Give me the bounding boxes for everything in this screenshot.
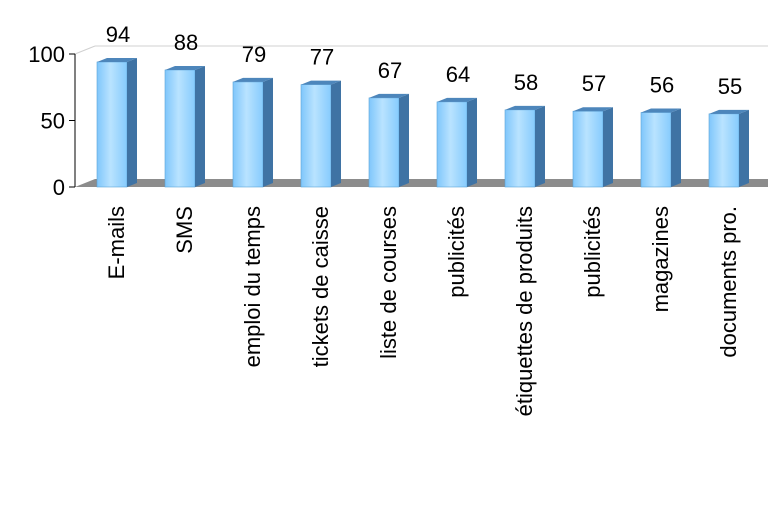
bar-top [165,65,205,70]
data-label: 79 [242,42,266,67]
bar [640,108,681,188]
bars [96,57,749,188]
x-tick-label: SMS [172,206,197,254]
data-labels: 94 88 79 77 67 64 58 57 56 55 [106,22,742,99]
bar [504,105,545,188]
y-tick-label: 50 [41,109,65,134]
data-label: 77 [310,45,334,70]
bar-side [127,57,137,188]
bar-top [641,108,681,113]
bar [300,80,341,188]
bar [164,65,205,188]
bar-top [437,97,477,102]
x-tick-label: publicités [580,206,605,298]
bar-front [232,81,264,188]
y-axis: 0 50 100 [28,42,76,200]
bar-side [603,107,613,187]
data-label: 57 [582,71,606,96]
data-label: 94 [106,22,130,47]
bar-front [96,61,128,188]
bar [708,109,749,188]
back-wall-edge [74,45,96,55]
x-tick-label: magazines [648,206,673,312]
y-tick-label: 0 [53,175,65,200]
x-tick-label: documents pro. [716,206,741,358]
bar [96,57,137,188]
y-tick-label: 100 [28,42,65,67]
data-label: 55 [718,74,742,99]
bar-front [640,112,672,188]
bar-front [504,109,536,188]
bar-front [708,113,740,188]
data-label: 88 [174,30,198,55]
bar-side [399,93,409,187]
bar-side [195,65,205,187]
x-tick-label: publicités [444,206,469,298]
bar [572,107,613,188]
bar-top [97,57,137,62]
x-tick-label: E-mails [104,206,129,279]
bar-top [301,80,341,85]
data-label: 67 [378,58,402,83]
data-label: 58 [514,70,538,95]
bar-side [467,97,477,187]
bar [436,97,477,188]
bar-side [263,77,273,187]
x-tick-label: étiquettes de produits [512,206,537,416]
x-axis-labels: E-mails SMS emploi du temps tickets de cais… [104,206,741,416]
bar-front [164,69,196,188]
bar-side [535,105,545,187]
bar-side [331,80,341,187]
bar-front [572,110,604,188]
bar-front [368,97,400,188]
bar-top [709,109,749,114]
data-label: 64 [446,62,470,87]
bar [232,77,273,188]
x-tick-label: liste de courses [376,206,401,359]
data-label: 56 [650,73,674,98]
bar-top [505,105,545,110]
bar-top [573,107,613,112]
bar-side [739,109,749,187]
bar-top [369,93,409,98]
bar-front [436,101,468,188]
x-tick-label: emploi du temps [240,206,265,367]
bar-front [300,84,332,188]
x-tick-label: tickets de caisse [308,206,333,367]
bar-top [233,77,273,82]
bar [368,93,409,188]
bar-side [671,108,681,187]
